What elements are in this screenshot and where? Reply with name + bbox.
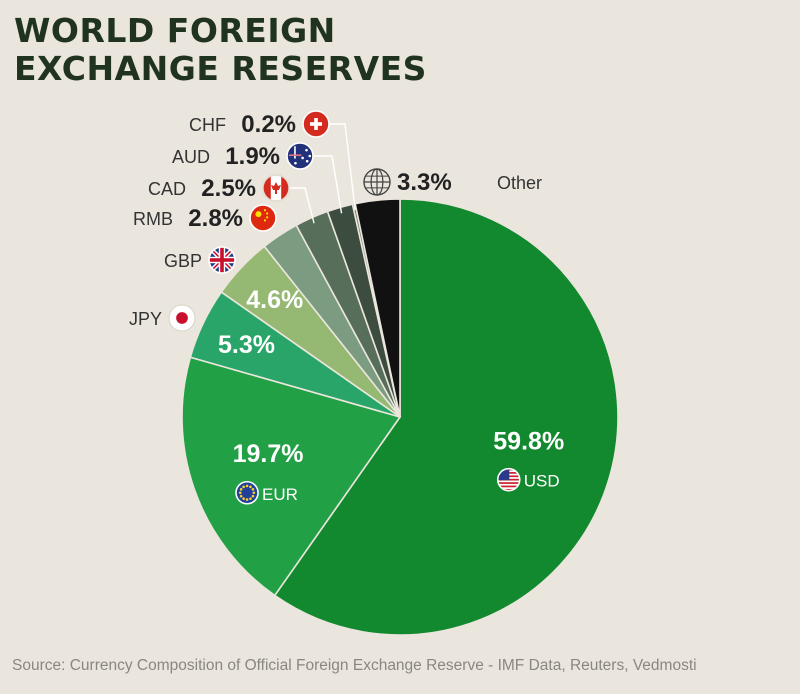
category-label-usd: USD xyxy=(524,472,560,491)
globe-icon xyxy=(363,168,391,196)
category-label-cad: CAD xyxy=(148,179,186,199)
leader-lines xyxy=(289,123,356,224)
leader-line-chf xyxy=(329,123,356,210)
us-flag-icon xyxy=(496,467,521,492)
category-label-aud: AUD xyxy=(172,147,210,167)
value-label-usd: 59.8% xyxy=(493,428,564,456)
chart-title-line-1: WORLD FOREIGN xyxy=(14,11,336,50)
uk-flag-icon xyxy=(208,246,236,274)
canada-flag-icon xyxy=(262,174,290,202)
category-label-rmb: RMB xyxy=(133,209,173,229)
category-label-jpy: JPY xyxy=(129,309,162,329)
pie-slice-other xyxy=(354,198,401,418)
category-label-other: Other xyxy=(497,173,542,193)
china-flag-icon xyxy=(249,204,277,232)
japan-flag-icon xyxy=(168,304,196,332)
leader-line-cad xyxy=(289,187,315,224)
value-label-rmb: 2.8% xyxy=(188,205,243,232)
pie-slices xyxy=(181,198,619,636)
value-label-jpy: 5.3% xyxy=(218,331,275,359)
value-label-other: 3.3% xyxy=(397,169,452,196)
value-label-aud: 1.9% xyxy=(225,143,280,170)
leader-line-aud xyxy=(313,155,343,214)
pie-slice-eur xyxy=(181,356,402,597)
category-label-chf: CHF xyxy=(189,115,226,135)
category-label-gbp: GBP xyxy=(164,251,202,271)
category-label-eur: EUR xyxy=(262,485,298,504)
chart-title-line-2: EXCHANGE RESERVES xyxy=(14,49,427,88)
swiss-flag-icon xyxy=(302,110,330,138)
chart-title: WORLD FOREIGN EXCHANGE RESERVES xyxy=(14,12,427,88)
eu-flag-icon xyxy=(235,480,259,505)
value-label-cad: 2.5% xyxy=(201,175,256,202)
slice-labels: 59.8% USD 19.7% EUR 5.3% 4.6% JPY GBP RMB 2.8%CAD… xyxy=(129,110,564,505)
value-label-eur: 19.7% xyxy=(233,440,304,468)
pie-slice-usd xyxy=(273,198,619,636)
value-label-chf: 0.2% xyxy=(241,111,296,138)
australia-flag-icon xyxy=(286,142,314,170)
source-note: Source: Currency Composition of Official… xyxy=(12,657,697,674)
value-label-gbp: 4.6% xyxy=(246,286,303,314)
